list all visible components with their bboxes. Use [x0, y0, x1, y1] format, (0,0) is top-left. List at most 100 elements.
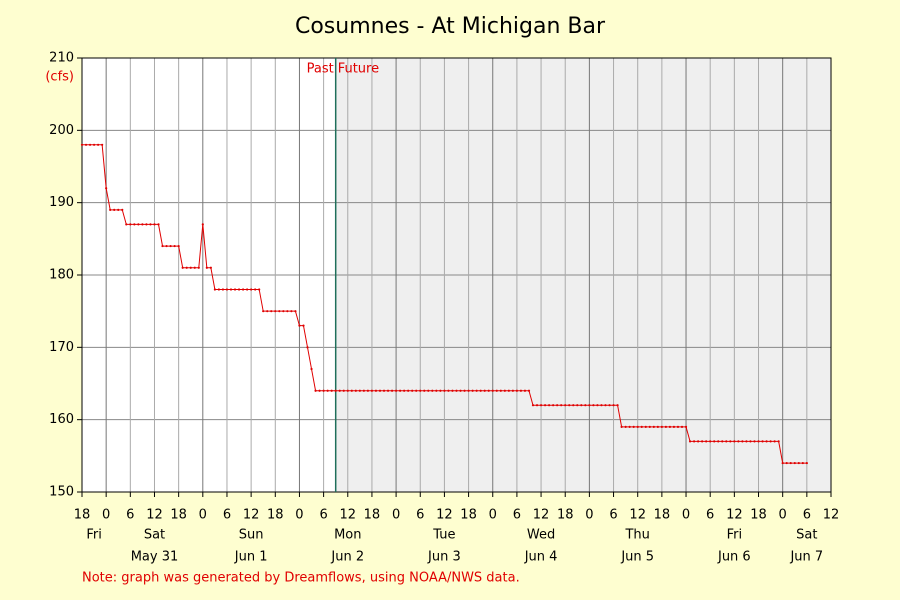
data-point	[403, 389, 406, 392]
x-tick-label: 18	[750, 508, 767, 523]
data-point	[471, 389, 474, 392]
data-point	[535, 404, 539, 407]
day-label: Mon	[334, 528, 361, 543]
x-tick-label: 12	[436, 508, 453, 523]
data-point	[483, 389, 486, 392]
data-point	[262, 310, 265, 313]
day-label: Thu	[624, 528, 649, 543]
data-point	[580, 404, 583, 407]
data-point	[584, 404, 587, 407]
data-point	[350, 389, 353, 392]
data-point	[455, 389, 458, 392]
data-point	[133, 223, 136, 226]
data-point	[326, 389, 329, 392]
date-label: Jun 6	[717, 550, 751, 565]
day-label: Sat	[144, 528, 165, 543]
data-point	[467, 389, 470, 392]
data-point	[523, 389, 527, 392]
x-tick-label: 12	[146, 508, 163, 523]
data-point	[189, 266, 192, 269]
data-point	[290, 310, 293, 313]
data-point	[564, 404, 567, 407]
data-point	[568, 404, 571, 407]
note: Note: graph was generated by Dreamflows,…	[82, 571, 520, 586]
data-point	[753, 440, 756, 443]
data-point	[378, 389, 382, 392]
data-point	[701, 440, 704, 443]
data-point	[713, 440, 716, 443]
data-point	[576, 404, 579, 407]
day-label: Fri	[727, 528, 743, 543]
x-tick-label: 6	[126, 508, 134, 523]
data-point	[137, 223, 140, 226]
data-point	[624, 425, 627, 428]
data-point	[241, 288, 245, 291]
data-point	[697, 440, 700, 443]
data-point	[640, 425, 643, 428]
data-point	[761, 440, 764, 443]
data-point	[209, 266, 212, 269]
data-point	[447, 389, 450, 392]
data-point	[225, 288, 229, 291]
data-point	[121, 208, 124, 211]
data-point	[358, 389, 361, 392]
data-point	[801, 461, 804, 465]
chart-title: Cosumnes - At Michigan Bar	[295, 14, 606, 39]
data-point	[656, 425, 659, 428]
data-point	[479, 389, 482, 392]
data-point	[318, 389, 321, 392]
data-point	[237, 288, 241, 291]
data-point	[628, 425, 631, 428]
data-point	[572, 404, 575, 407]
data-point	[407, 389, 410, 392]
data-point	[88, 143, 92, 146]
date-label: Jun 3	[427, 550, 461, 565]
data-point	[548, 404, 551, 407]
data-point	[745, 440, 748, 443]
data-point	[161, 244, 164, 248]
data-point	[495, 389, 498, 392]
data-point	[511, 389, 514, 392]
data-point	[556, 404, 559, 407]
x-tick-label: 12	[340, 508, 357, 523]
x-tick-label: 6	[223, 508, 231, 523]
data-point	[354, 389, 357, 392]
y-unit: (cfs)	[45, 70, 74, 85]
data-point	[636, 425, 639, 428]
x-tick-label: 18	[170, 508, 187, 523]
data-point	[616, 404, 619, 407]
x-tick-label: 0	[102, 508, 110, 523]
x-tick-label: 18	[74, 508, 91, 523]
data-point	[644, 425, 647, 428]
y-tick-label: 160	[49, 412, 74, 427]
data-point	[435, 389, 438, 392]
y-tick-label: 200	[49, 123, 74, 138]
data-point	[805, 461, 808, 465]
data-point	[322, 389, 325, 392]
data-point	[213, 288, 216, 291]
data-point	[451, 389, 454, 392]
x-tick-label: 18	[267, 508, 284, 523]
data-point	[278, 310, 281, 313]
data-point	[105, 187, 108, 190]
day-label: Fri	[86, 528, 102, 543]
data-point	[370, 389, 374, 392]
data-point	[109, 208, 112, 211]
data-point	[749, 440, 752, 443]
data-point	[660, 425, 663, 428]
data-point	[153, 223, 156, 226]
data-point	[620, 425, 623, 428]
data-point	[781, 461, 784, 465]
date-label: Jun 5	[620, 550, 654, 565]
data-point	[785, 461, 788, 465]
data-point	[282, 310, 285, 313]
data-point	[165, 244, 168, 248]
data-point	[157, 223, 160, 226]
data-point	[181, 266, 184, 269]
x-tick-label: 0	[779, 508, 787, 523]
date-label: Jun 4	[524, 550, 558, 565]
data-point	[254, 288, 257, 291]
data-point	[390, 389, 394, 392]
data-point	[777, 440, 780, 443]
x-tick-label: 0	[295, 508, 303, 523]
